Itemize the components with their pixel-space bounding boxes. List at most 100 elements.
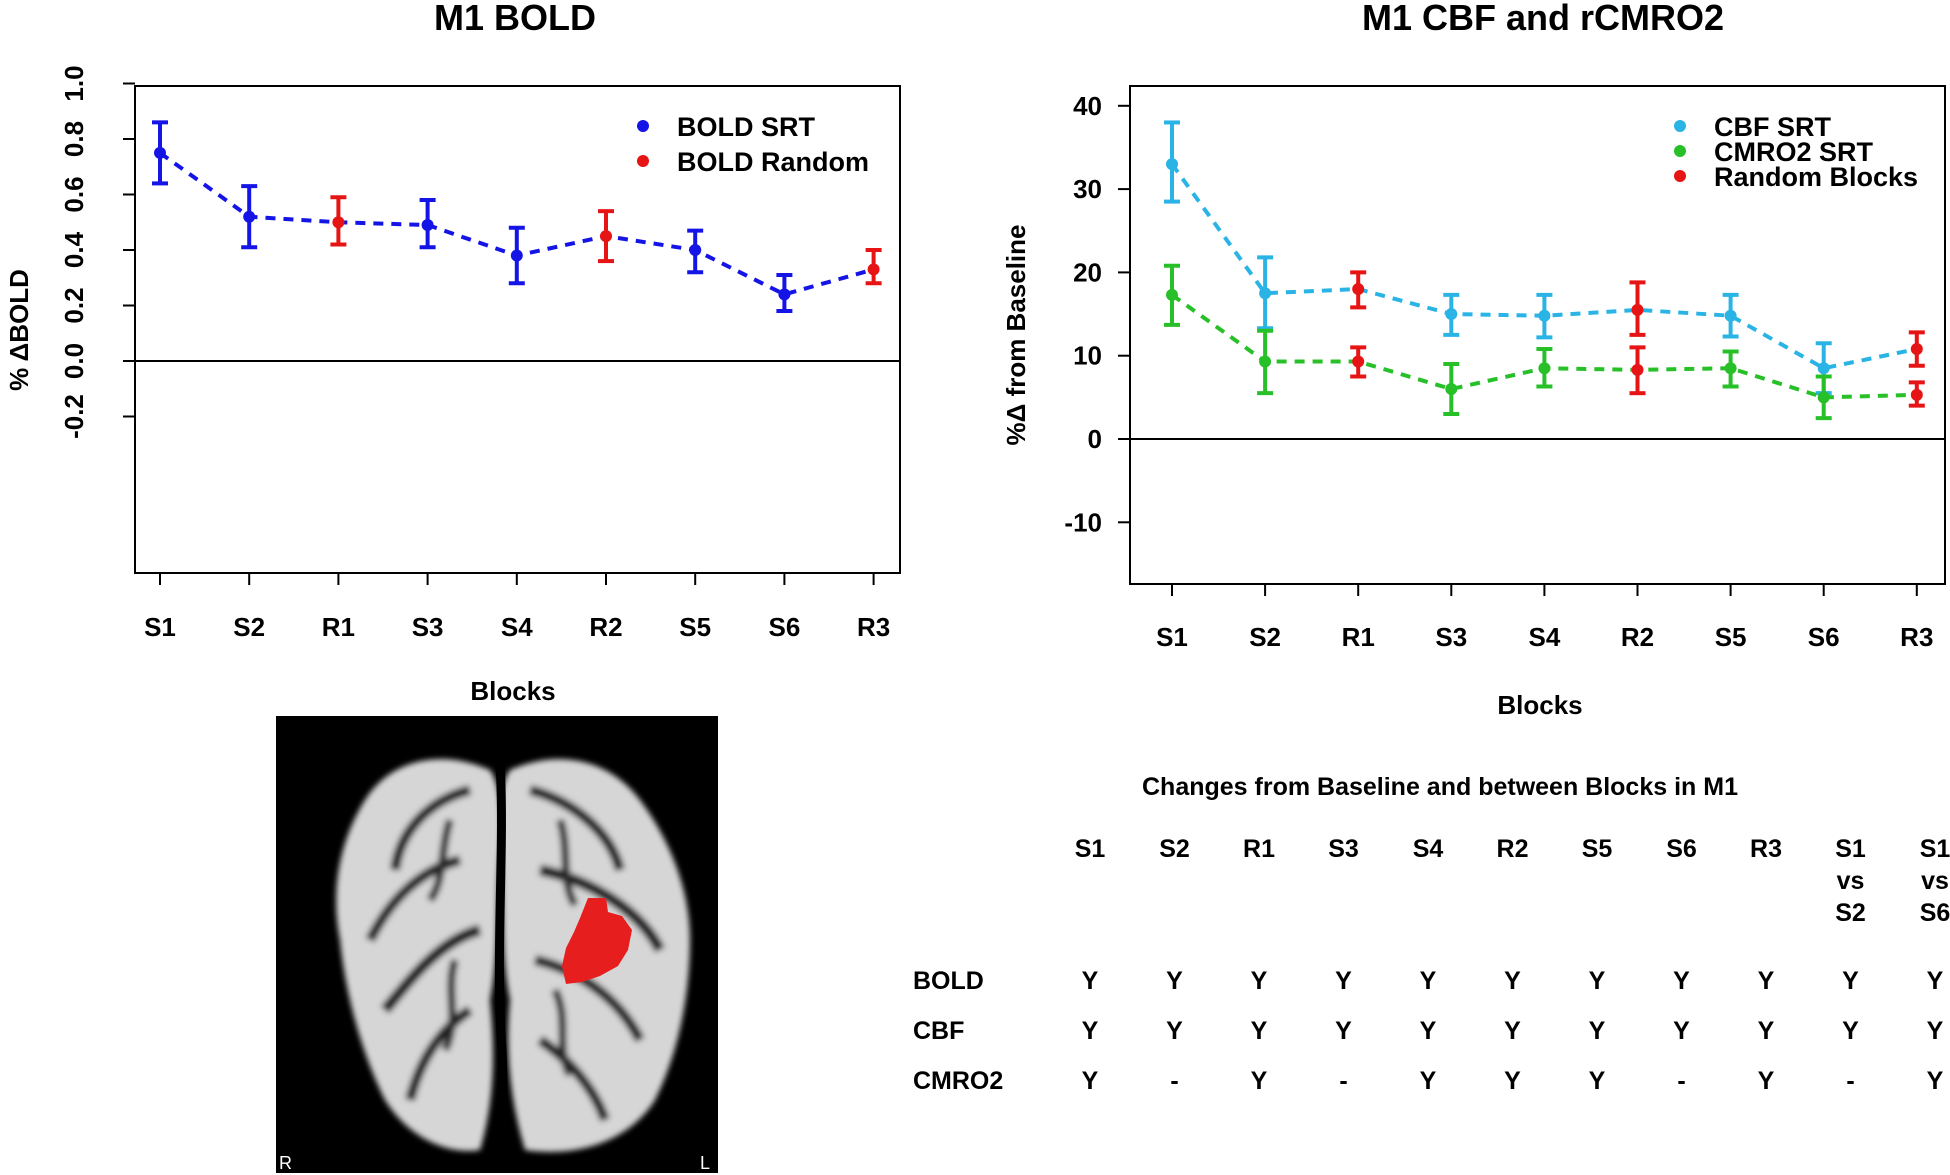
brain-label-right: R (279, 1153, 292, 1173)
cbf-y-tick-label: 0 (1088, 424, 1102, 454)
table-cell: Y (1251, 967, 1268, 995)
table-cell: Y (1082, 967, 1099, 995)
bold-data-point (332, 216, 345, 229)
bold-x-tick-label: R2 (589, 612, 622, 642)
cbf-data-point (1259, 287, 1272, 300)
cbf-x-tick-label: S3 (1435, 622, 1467, 652)
bold-x-tick-label: S3 (412, 612, 444, 642)
bold-y-tick-label: 0.8 (59, 121, 89, 157)
cbf-y-tick-label: 40 (1073, 91, 1102, 121)
bold-data-point (600, 230, 612, 243)
bold-y-tick-label: 0.6 (59, 176, 89, 212)
cbf-legend-marker-cbf (1674, 120, 1686, 132)
table-header-cell: S5 (1582, 835, 1613, 863)
table-header-cell: R1 (1243, 835, 1275, 863)
bold-data-point (778, 288, 791, 301)
table-header-cell: R3 (1750, 835, 1782, 863)
bold-x-tick-label: S2 (233, 612, 265, 642)
cbf-data-point (1817, 391, 1830, 404)
bold-y-tick-label: 0.0 (59, 343, 89, 379)
cbf-x-tick-label: R1 (1342, 622, 1375, 652)
table-cell: Y (1842, 967, 1859, 995)
bold-legend-label-srt: BOLD SRT (677, 112, 816, 142)
table-cell: Y (1166, 1017, 1183, 1045)
cbf-data-point (1631, 363, 1644, 376)
table-header-cell: R2 (1497, 835, 1529, 863)
table-cell: Y (1758, 1017, 1775, 1045)
table-cell: Y (1166, 967, 1183, 995)
table-cell: Y (1504, 1017, 1521, 1045)
cbf-data-point (1910, 388, 1923, 401)
cbf-x-tick-label: S4 (1528, 622, 1560, 652)
cbf-series (1164, 120, 1925, 421)
cbf-x-tick-label: S6 (1808, 622, 1840, 652)
cbf-chart-title: M1 CBF and rCMRO2 (1362, 0, 1724, 38)
cbf-data-point (1352, 283, 1365, 296)
bold-chart: M1 BOLD -0.20.00.20.40.60.81.0 S1 S2 R1 S3 S… (4, 0, 901, 706)
table-cell: Y (1758, 967, 1775, 995)
table-cell: Y (1589, 967, 1606, 995)
cbf-x-tick-label: S5 (1715, 622, 1747, 652)
table-cell: Y (1082, 1067, 1099, 1095)
cbf-data-point (1817, 362, 1830, 375)
table-cell: Y (1842, 1017, 1859, 1045)
bold-x-axis-label: Blocks (470, 676, 555, 706)
cbf-data-point (1538, 362, 1551, 375)
cbf-y-tick-label: 30 (1073, 174, 1102, 204)
cbf-x-tick-label: S1 (1156, 622, 1188, 652)
table-cell: Y (1251, 1017, 1268, 1045)
cbf-data-point (1910, 343, 1923, 356)
table-cell: Y (1758, 1067, 1775, 1095)
cbf-data-point (1445, 308, 1458, 321)
cbf-legend-marker-cmro2 (1674, 145, 1686, 157)
bold-data-point (243, 210, 256, 223)
bold-x-axis: S1 S2 R1 S3 S4 R2 S5 S6 R3 (144, 573, 890, 642)
table-cell: Y (1504, 1067, 1521, 1095)
cbf-y-tick-label: 20 (1073, 257, 1102, 287)
cbf-plot-frame (1129, 85, 1946, 585)
table-cell: Y (1420, 967, 1437, 995)
bold-x-tick-label: S1 (144, 612, 176, 642)
cbf-data-point (1724, 362, 1737, 375)
cbf-y-tick-label: -10 (1064, 507, 1102, 537)
bold-legend-marker-srt (637, 120, 649, 132)
table-cell: Y (1420, 1067, 1437, 1095)
cbf-data-point (1538, 309, 1551, 322)
bold-legend: BOLD SRT BOLD Random (637, 112, 869, 177)
bold-x-tick-label: R1 (322, 612, 355, 642)
table-cell: - (1339, 1067, 1347, 1095)
bold-x-tick-label: R3 (857, 612, 890, 642)
table-cell: Y (1673, 1017, 1690, 1045)
bold-y-tick-label: 0.2 (59, 287, 89, 323)
bold-legend-label-random: BOLD Random (677, 147, 869, 177)
bold-data-point (421, 219, 434, 232)
table-row-label: BOLD (913, 967, 984, 995)
cbf-x-axis-label: Blocks (1497, 690, 1582, 720)
table-cell: Y (1335, 1017, 1352, 1045)
brain-right-hemisphere (336, 759, 501, 1151)
table-title: Changes from Baseline and between Blocks… (1142, 773, 1738, 801)
table-cell: Y (1589, 1017, 1606, 1045)
table-header-cell: S2 (1835, 899, 1866, 927)
cbf-x-axis: S1 S2 R1 S3 S4 R2 S5 S6 R3 (1156, 584, 1933, 652)
cbf-data-point (1166, 288, 1178, 301)
cbf-legend: CBF SRT CMRO2 SRT Random Blocks (1674, 112, 1918, 192)
cbf-x-tick-label: S2 (1249, 622, 1281, 652)
cbf-y-tick-label: 10 (1073, 341, 1102, 371)
cbf-x-tick-label: R2 (1621, 622, 1654, 652)
table-header-cell: S6 (1920, 899, 1950, 927)
table-row-label: CBF (913, 1017, 964, 1045)
table-header-cell: S3 (1328, 835, 1359, 863)
cbf-data-point (1724, 309, 1737, 322)
table-cell: Y (1420, 1017, 1437, 1045)
activation-cluster (562, 898, 632, 984)
table-cell: Y (1927, 1067, 1944, 1095)
bold-data-point (510, 249, 523, 262)
bold-y-axis: -0.2 0.0 0.2 0.4 0.6 0.8 1.0 (59, 65, 135, 439)
table-header-cell: S4 (1413, 835, 1444, 863)
cbf-data-point (1445, 383, 1458, 396)
cbf-legend-marker-random (1674, 170, 1686, 182)
results-table: Changes from Baseline and between Blocks… (913, 773, 1950, 1095)
table-header-cell: S1 (1920, 835, 1950, 863)
